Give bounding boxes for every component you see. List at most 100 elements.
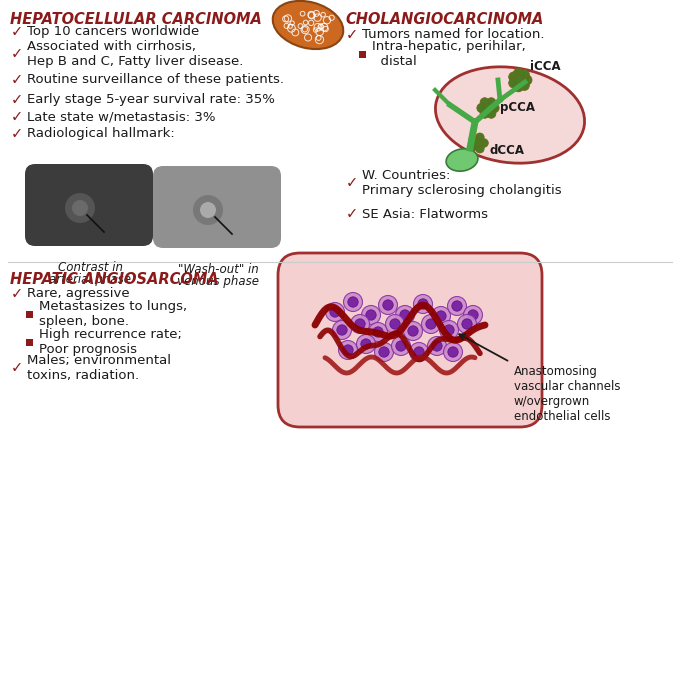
Ellipse shape: [446, 149, 478, 171]
Circle shape: [515, 75, 525, 85]
Circle shape: [447, 296, 466, 316]
Circle shape: [444, 325, 454, 335]
Circle shape: [379, 296, 398, 314]
Circle shape: [337, 325, 347, 335]
Bar: [26, 311, 33, 318]
Circle shape: [475, 144, 484, 153]
Text: ✓: ✓: [11, 46, 23, 61]
Ellipse shape: [273, 1, 343, 49]
Text: ✓: ✓: [346, 27, 358, 42]
Text: Early stage 5-year survival rate: 35%: Early stage 5-year survival rate: 35%: [27, 94, 275, 107]
Circle shape: [396, 341, 406, 351]
Circle shape: [448, 347, 458, 357]
Circle shape: [379, 347, 389, 357]
Circle shape: [339, 341, 358, 360]
Text: ✓: ✓: [11, 360, 23, 375]
Text: Contrast in: Contrast in: [58, 261, 122, 274]
Circle shape: [477, 103, 486, 113]
Circle shape: [409, 343, 428, 362]
Circle shape: [193, 195, 223, 225]
Circle shape: [469, 142, 477, 151]
Circle shape: [373, 327, 384, 337]
Circle shape: [452, 301, 462, 311]
Text: CHOLANGIOCARCINOMA: CHOLANGIOCARCINOMA: [345, 12, 543, 27]
Text: HEPATIC ANGIOSARCOMA: HEPATIC ANGIOSARCOMA: [10, 272, 219, 287]
Circle shape: [343, 345, 353, 355]
Circle shape: [509, 72, 519, 82]
Circle shape: [347, 296, 358, 307]
Text: HEPATOCELLULAR CARCINOMA: HEPATOCELLULAR CARCINOMA: [10, 12, 262, 27]
Circle shape: [436, 311, 446, 321]
Text: pCCA: pCCA: [500, 101, 535, 114]
Circle shape: [458, 314, 477, 333]
Circle shape: [432, 307, 450, 326]
Circle shape: [522, 75, 532, 85]
Circle shape: [361, 339, 371, 350]
Text: ✓: ✓: [11, 73, 23, 88]
Circle shape: [396, 305, 415, 324]
Text: ✓: ✓: [11, 286, 23, 301]
Text: venous phase: venous phase: [177, 275, 259, 288]
Text: Late state w/metastasis: 3%: Late state w/metastasis: 3%: [27, 110, 216, 124]
Circle shape: [520, 69, 530, 80]
Circle shape: [362, 305, 381, 324]
Text: ✓: ✓: [11, 24, 23, 39]
Circle shape: [403, 322, 422, 341]
Circle shape: [350, 314, 369, 333]
Circle shape: [390, 319, 401, 329]
Text: dCCA: dCCA: [490, 144, 525, 157]
Ellipse shape: [435, 67, 585, 163]
Circle shape: [443, 343, 462, 362]
Circle shape: [468, 310, 478, 320]
Circle shape: [366, 310, 376, 320]
Circle shape: [474, 139, 482, 148]
FancyBboxPatch shape: [153, 166, 281, 248]
FancyBboxPatch shape: [25, 164, 153, 246]
Text: Tumors named for location.: Tumors named for location.: [362, 29, 545, 41]
Circle shape: [375, 343, 394, 362]
Circle shape: [422, 314, 441, 333]
Circle shape: [408, 326, 418, 336]
Circle shape: [418, 299, 428, 309]
Text: Metastasizes to lungs,
spleen, bone.: Metastasizes to lungs, spleen, bone.: [39, 300, 187, 328]
Text: High recurrence rate;
Poor prognosis: High recurrence rate; Poor prognosis: [39, 328, 182, 356]
Circle shape: [483, 103, 493, 113]
Circle shape: [65, 193, 95, 223]
Text: Routine surveillance of these patients.: Routine surveillance of these patients.: [27, 73, 284, 86]
Circle shape: [520, 80, 530, 90]
Circle shape: [487, 98, 496, 107]
Circle shape: [469, 135, 477, 143]
Circle shape: [513, 82, 524, 92]
Text: Rare, agressive: Rare, agressive: [27, 288, 130, 301]
Circle shape: [369, 322, 388, 341]
Text: Radiological hallmark:: Radiological hallmark:: [27, 128, 175, 141]
Circle shape: [426, 319, 436, 329]
Circle shape: [355, 319, 365, 329]
Circle shape: [414, 347, 424, 357]
Circle shape: [513, 68, 524, 78]
Circle shape: [475, 133, 484, 141]
Text: Intra-hepatic, perihilar,
  distal: Intra-hepatic, perihilar, distal: [372, 40, 526, 68]
Circle shape: [428, 337, 447, 356]
Circle shape: [72, 200, 88, 216]
Circle shape: [326, 303, 345, 322]
Circle shape: [480, 98, 490, 107]
Bar: [26, 339, 33, 345]
Circle shape: [333, 320, 352, 339]
Text: iCCA: iCCA: [530, 60, 560, 73]
Text: ✓: ✓: [346, 175, 358, 190]
Circle shape: [413, 294, 432, 313]
Text: Top 10 cancers worldwide: Top 10 cancers worldwide: [27, 25, 199, 39]
Text: "Wash-out" in: "Wash-out" in: [177, 263, 258, 276]
Circle shape: [383, 300, 393, 310]
Circle shape: [479, 139, 488, 148]
Bar: [358, 50, 366, 58]
Text: W. Countries:
Primary sclerosing cholangitis: W. Countries: Primary sclerosing cholang…: [362, 169, 562, 197]
Circle shape: [392, 337, 411, 356]
Circle shape: [439, 320, 458, 339]
Text: arterial phase: arterial phase: [49, 273, 131, 286]
Text: ✓: ✓: [346, 207, 358, 222]
Text: Associated with cirrhosis,
Hep B and C, Fatty liver disease.: Associated with cirrhosis, Hep B and C, …: [27, 40, 243, 68]
Circle shape: [386, 314, 405, 333]
Text: Males; environmental
toxins, radiation.: Males; environmental toxins, radiation.: [27, 354, 171, 382]
